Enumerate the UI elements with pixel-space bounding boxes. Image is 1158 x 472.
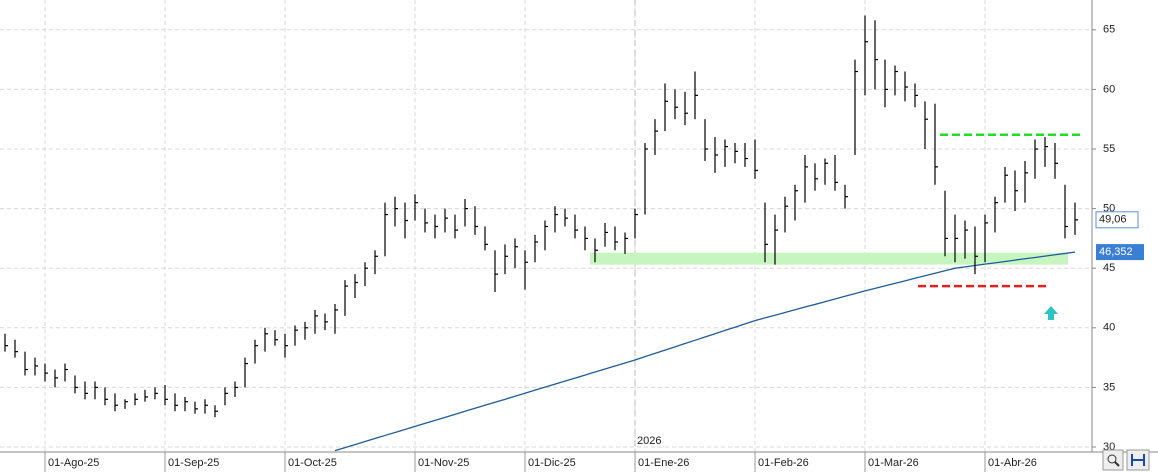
y-tick-label: 45 (1103, 262, 1115, 274)
y-tick-label: 60 (1103, 83, 1115, 95)
x-tick-label: 01-Sep-25 (168, 457, 219, 469)
x-tick-label: 01-Ago-25 (48, 457, 99, 469)
x-tick-label: 01-Nov-25 (418, 457, 469, 469)
layout-icon (1131, 454, 1145, 466)
last-price-label: 49,06 (1099, 214, 1127, 226)
y-tick-label: 40 (1103, 322, 1115, 334)
zoom-icon-handle (1114, 461, 1120, 467)
last-average-box (1096, 244, 1144, 261)
x-tick-label: 01-Oct-25 (288, 457, 337, 469)
y-tick-label: 55 (1103, 143, 1115, 155)
x-tick-label: 01-Mar-26 (868, 457, 919, 469)
last-price-box (1095, 211, 1139, 229)
y-tick-label: 65 (1103, 24, 1115, 36)
support-zone (590, 252, 1068, 265)
last-average-label: 46,352 (1099, 246, 1133, 258)
x-tick-label: 01-Abr-26 (988, 457, 1037, 469)
zoom-icon (1107, 454, 1117, 464)
zoom-button[interactable] (1102, 449, 1124, 471)
plot-area (4, 15, 1080, 452)
y-tick-label: 35 (1103, 381, 1115, 393)
x-tick-label: 01-Feb-26 (758, 457, 809, 469)
year-label: 2026 (637, 435, 661, 447)
up-arrow (1044, 306, 1058, 320)
x-tick-label: 01-Dic-25 (528, 457, 576, 469)
moving-average-line (334, 251, 1076, 452)
x-tick-label: 01-Ene-26 (638, 457, 689, 469)
